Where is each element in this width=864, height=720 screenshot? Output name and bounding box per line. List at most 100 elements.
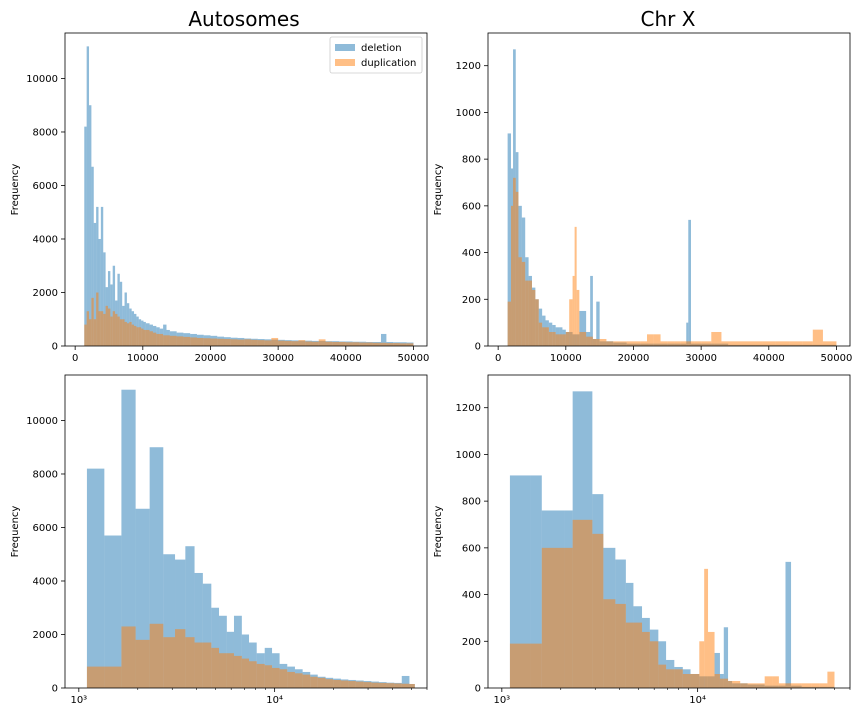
bar-duplication [176,336,184,346]
y-tick-label: 8000 [33,127,58,138]
bar-duplication [163,335,170,346]
bar-duplication [747,683,757,688]
x-tick-label: 10⁴ [266,695,283,706]
x-tick-label: 10³ [70,695,87,706]
bar-duplication [721,341,735,346]
y-axis-label: Frequency [433,164,444,216]
bar-deletion [380,333,387,346]
bar-duplication [756,683,765,688]
y-tick-label: 200 [462,295,481,306]
bar-duplication [84,324,87,346]
bar-deletion [91,166,94,346]
series-duplication [507,177,837,346]
column-title-chrx: Chr X [641,7,696,31]
bar-duplication [732,680,741,688]
bar-duplication [224,339,231,346]
bar-duplication [89,319,92,346]
bar-deletion [185,546,195,688]
bar-duplication [666,669,675,688]
bar-duplication [194,642,203,688]
column-title-autosomes: Autosomes [188,7,299,31]
bar-duplication [541,547,565,688]
bar-duplication [302,674,311,688]
bar-deletion [163,554,176,688]
y-tick-label: 800 [462,497,481,508]
bar-duplication [105,305,108,346]
bar-duplication [226,653,234,688]
bar-duplication [156,333,164,346]
y-axis-label: Frequency [433,506,444,558]
y-tick-label: 0 [52,684,58,695]
bar-deletion [530,475,542,688]
bar-duplication [394,683,402,688]
bar-duplication [509,643,531,688]
bar-duplication [518,257,522,346]
bar-duplication [569,299,573,346]
legend-label-deletion: deletion [361,43,402,54]
bar-duplication [126,323,130,346]
y-tick-label: 0 [52,342,58,353]
bar-duplication [775,341,790,346]
bar-duplication [674,669,683,688]
bar-duplication [572,519,593,688]
bar-deletion [565,331,573,346]
bar-duplication [586,336,593,346]
bar-duplication [574,226,577,346]
bar-duplication [291,341,299,346]
bar-duplication [124,321,127,346]
bar-duplication [117,316,120,346]
bar-duplication [272,667,280,688]
bar-duplication [545,327,549,346]
bar-deletion [202,583,212,688]
bar-duplication [340,680,349,688]
legend-label-duplication: duplication [361,58,416,69]
bar-deletion [219,615,227,688]
y-tick-label: 8000 [33,469,58,480]
y-axis-label: Frequency [10,164,21,216]
bar-duplication [649,641,659,688]
bar-duplication [521,261,526,346]
y-tick-label: 1000 [456,450,481,461]
bar-duplication [115,313,118,346]
x-tick-label: 10000 [550,353,582,364]
bar-duplication [110,316,113,346]
x-tick-label: 0 [72,353,78,364]
bar-duplication [135,639,150,688]
bar-duplication [185,637,195,688]
bar-duplication [175,629,186,688]
bar-duplication [86,311,90,346]
bar-duplication [625,622,634,688]
bar-deletion [714,652,720,688]
y-tick-label: 800 [462,155,481,166]
bar-duplication [606,341,614,346]
bar-duplication [284,340,292,346]
bar-duplication [149,331,153,346]
bar-duplication [555,334,560,346]
y-tick-label: 4000 [33,576,58,587]
bar-duplication [363,682,372,688]
bar-deletion [509,475,531,688]
y-tick-label: 4000 [33,234,58,245]
bar-duplication [764,676,773,688]
bar-duplication [827,671,835,688]
bar-duplication [778,683,786,688]
bar-duplication [401,683,410,688]
bar-duplication [379,342,387,346]
bar-duplication [708,631,715,688]
y-tick-label: 2000 [33,630,58,641]
bar-duplication [339,341,346,346]
bar-duplication [271,337,279,346]
bar-duplication [298,340,306,346]
bar-duplication [515,191,519,346]
x-tick-label: 10³ [493,695,510,706]
bar-deletion [84,126,87,346]
bar-duplication [559,334,563,346]
bar-duplication [734,341,749,346]
bar-duplication [740,683,748,688]
bar-duplication [233,655,242,688]
bar-deletion [785,561,792,688]
bar-duplication [660,341,668,346]
bar-deletion [96,206,99,346]
bar-deletion [110,284,113,346]
x-tick-label: 0 [495,353,501,364]
